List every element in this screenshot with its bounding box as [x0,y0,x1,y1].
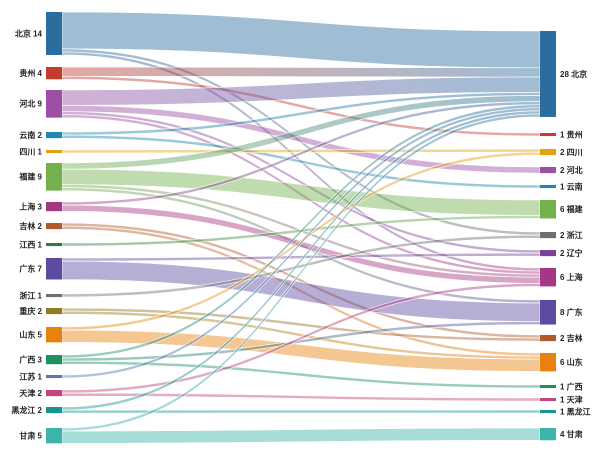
sankey-node-right-辽宁[interactable] [540,250,556,257]
sankey-node-right-山东[interactable] [540,353,556,372]
sankey-node-left-浙江[interactable] [46,294,62,298]
node-label-right-吉林: 2 吉林 [560,333,583,343]
node-label-right-四川: 2 四川 [560,148,583,157]
node-label-left-甘肃: 甘肃 5 [19,430,42,440]
sankey-node-right-四川[interactable] [540,149,556,156]
sankey-link-贵州-北京[interactable] [61,66,541,78]
sankey-link-甘肃-甘肃[interactable] [61,427,541,444]
node-label-right-黑龙江: 1 黑龙江 [560,406,591,416]
sankey-link-黑龙江-黑龙江[interactable] [61,409,541,414]
sankey-node-right-浙江[interactable] [540,232,556,239]
sankey-node-left-山东[interactable] [46,327,62,343]
sankey-node-left-广东[interactable] [46,258,62,280]
sankey-node-left-贵州[interactable] [46,67,62,80]
sankey-node-right-吉林[interactable] [540,335,556,342]
node-label-left-贵州: 贵州 4 [19,68,42,78]
node-label-right-云南: 1 云南 [560,181,583,191]
node-label-left-浙江: 浙江 1 [19,290,42,300]
node-label-left-上海: 上海 3 [19,201,42,211]
sankey-node-left-黑龙江[interactable] [46,407,62,414]
sankey-node-left-广西[interactable] [46,355,62,365]
node-label-left-四川: 四川 1 [19,147,42,156]
sankey-node-right-甘肃[interactable] [540,428,556,441]
node-label-left-天津: 天津 2 [19,388,42,398]
sankey-node-left-甘肃[interactable] [46,428,62,444]
sankey-node-left-重庆[interactable] [46,308,62,315]
node-label-right-河北: 2 河北 [560,165,583,175]
node-label-left-河北: 河北 9 [19,99,42,109]
node-label-right-辽宁: 2 辽宁 [560,248,583,258]
sankey-node-right-广西[interactable] [540,385,556,389]
node-label-left-江苏: 江苏 1 [19,371,42,381]
sankey-node-left-江西[interactable] [46,243,62,247]
sankey-node-left-天津[interactable] [46,390,62,397]
node-label-left-山东: 山东 5 [19,329,42,339]
sankey-node-right-北京[interactable] [540,31,556,117]
node-label-left-北京: 北京 14 [15,28,43,38]
node-label-right-浙江: 2 浙江 [560,230,583,240]
node-label-right-北京: 28 北京 [560,69,587,79]
sankey-node-right-云南[interactable] [540,185,556,189]
node-label-right-广西: 1 广西 [560,381,583,391]
node-label-left-重庆: 重庆 2 [19,306,42,316]
sankey-node-left-河北[interactable] [46,90,62,118]
sankey-node-left-四川[interactable] [46,150,62,154]
sankey-node-left-江苏[interactable] [46,375,62,379]
node-label-left-福建: 福建 9 [18,172,42,182]
node-label-right-福建: 6 福建 [560,204,584,214]
node-label-right-上海: 6 上海 [560,272,583,282]
node-label-left-广东: 广东 7 [19,264,42,274]
node-label-right-山东: 6 山东 [560,357,583,367]
sankey-node-right-上海[interactable] [540,268,556,287]
sankey-node-left-北京[interactable] [46,12,62,55]
node-label-right-天津: 1 天津 [560,394,583,404]
node-label-right-贵州: 1 贵州 [560,129,583,139]
node-label-left-广西: 广西 3 [19,354,42,364]
sankey-node-right-天津[interactable] [540,398,556,402]
sankey-node-left-吉林[interactable] [46,223,62,230]
sankey-node-right-广东[interactable] [540,300,556,325]
sankey-node-left-云南[interactable] [46,132,62,139]
sankey-node-right-贵州[interactable] [540,133,556,137]
node-label-left-黑龙江: 黑龙江 2 [11,405,42,415]
sankey-node-right-河北[interactable] [540,167,556,174]
node-label-left-吉林: 吉林 2 [19,221,42,231]
sankey-node-right-福建[interactable] [540,200,556,219]
node-label-right-广东: 8 广东 [560,307,583,317]
sankey-node-left-上海[interactable] [46,202,62,212]
sankey-node-left-福建[interactable] [46,163,62,191]
node-label-right-甘肃: 4 甘肃 [560,429,583,439]
sankey-node-right-黑龙江[interactable] [540,410,556,414]
node-label-left-江西: 江西 1 [19,239,42,249]
node-label-left-云南: 云南 2 [19,130,42,140]
